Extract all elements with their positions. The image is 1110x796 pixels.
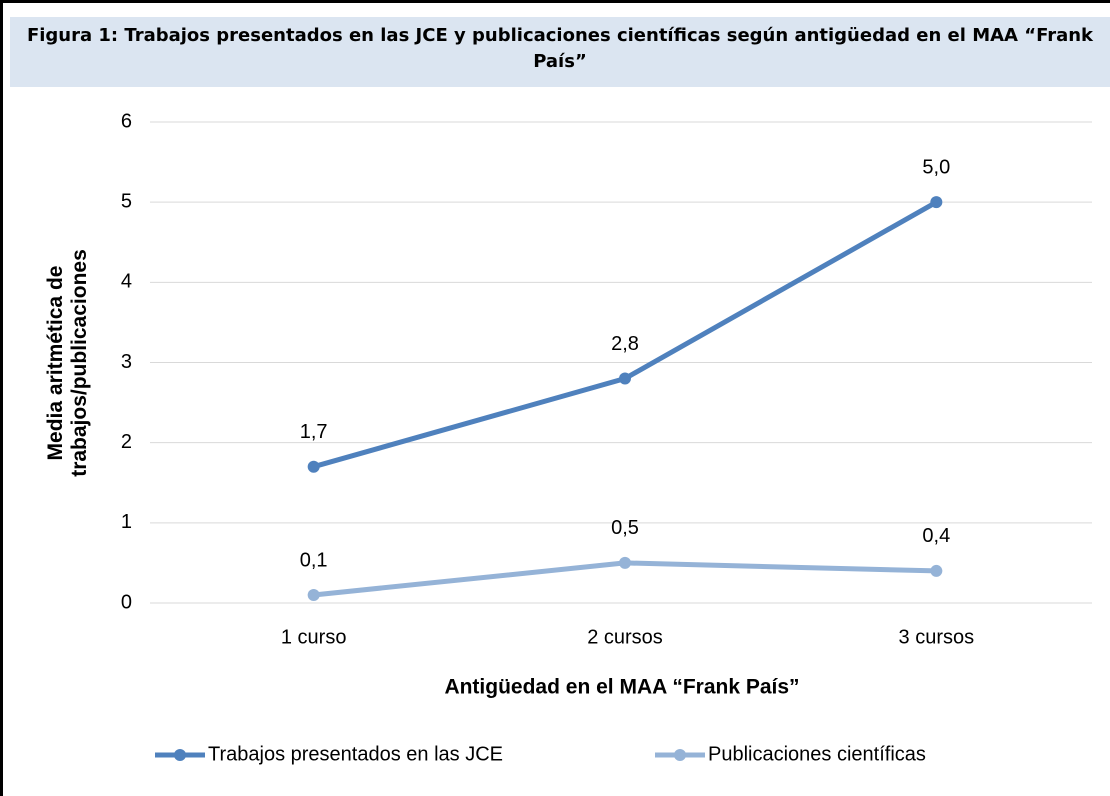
x-tick-label: 1 curso [281, 626, 347, 648]
legend-label: Trabajos presentados en las JCE [208, 743, 503, 765]
legend-marker [174, 749, 186, 761]
x-tick-label: 2 cursos [587, 626, 663, 648]
y-tick-label: 3 [121, 351, 132, 373]
data-label: 0,5 [611, 517, 639, 539]
data-label: 0,4 [922, 525, 950, 547]
chart-title: Figura 1: Trabajos presentados en las JC… [10, 17, 1110, 87]
data-point [307, 460, 320, 473]
data-point [307, 588, 320, 601]
y-tick-label: 6 [121, 110, 132, 132]
data-point [619, 556, 631, 569]
y-tick-label: 1 [121, 511, 132, 533]
data-point [930, 564, 943, 577]
data-point [619, 372, 631, 385]
data-label: 5,0 [922, 156, 950, 178]
data-label: 0,1 [300, 549, 328, 571]
x-axis-label: Antigüedad en el MAA “Frank País” [444, 676, 799, 699]
data-label: 2,8 [611, 333, 639, 355]
data-label: 1,7 [300, 421, 328, 443]
data-point [930, 196, 943, 209]
y-tick-label: 4 [121, 271, 132, 293]
y-tick-label: 5 [121, 190, 132, 212]
y-tick-label: 2 [121, 431, 132, 453]
x-tick-label: 3 cursos [899, 626, 975, 648]
legend-marker [674, 749, 686, 761]
y-tick-label: 0 [121, 591, 132, 613]
legend-label: Publicaciones científicas [708, 743, 926, 765]
